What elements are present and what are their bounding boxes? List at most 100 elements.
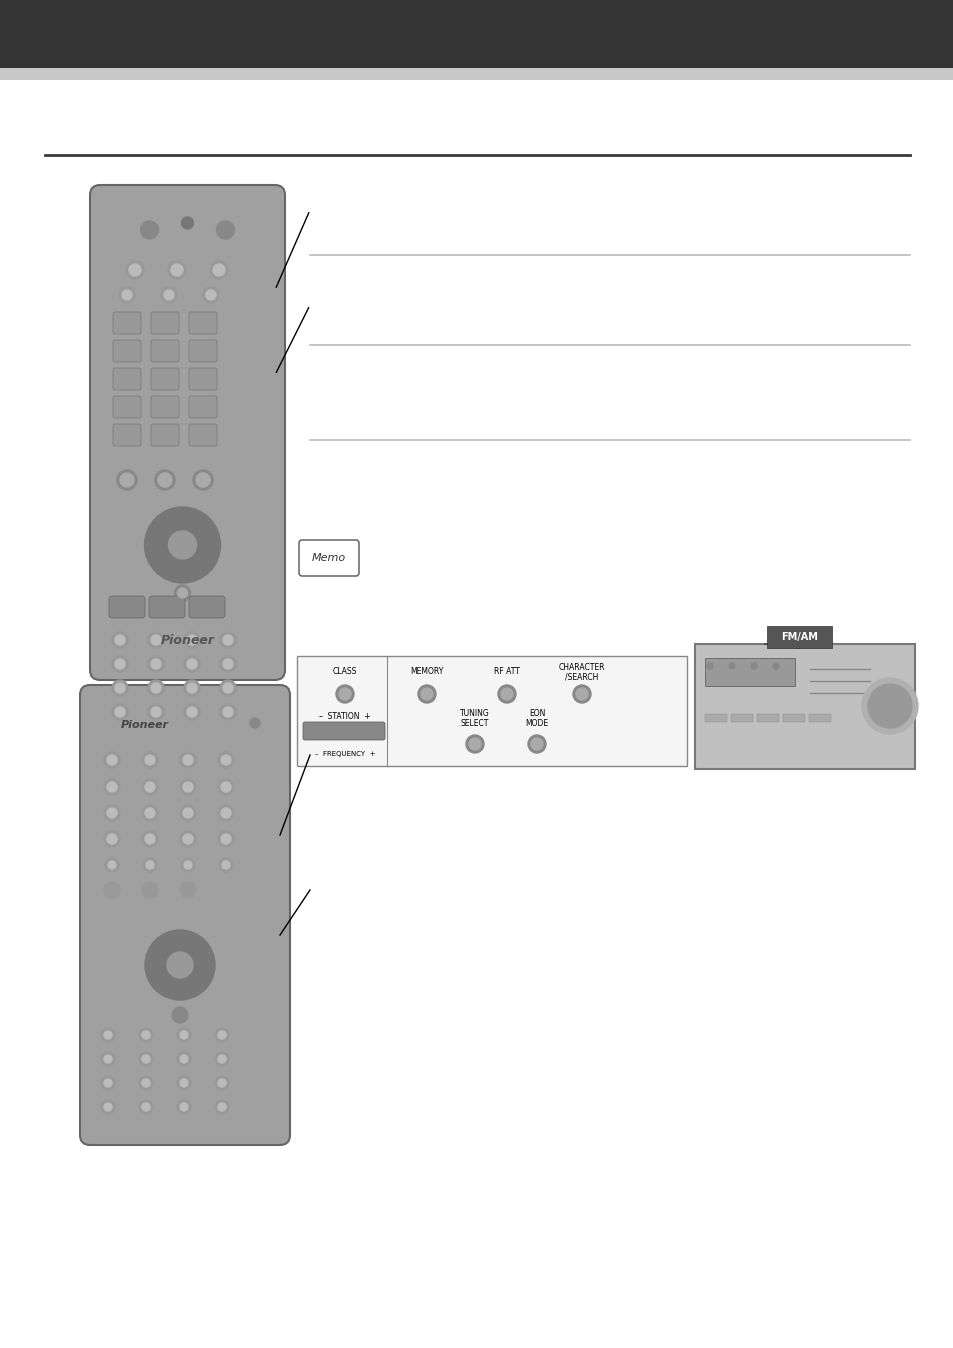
Text: FM/AM: FM/AM — [781, 632, 817, 642]
Text: Pioneer: Pioneer — [121, 720, 169, 731]
Circle shape — [151, 706, 161, 717]
Circle shape — [184, 656, 200, 673]
Circle shape — [112, 656, 128, 673]
Circle shape — [107, 834, 117, 844]
Circle shape — [465, 735, 483, 754]
Circle shape — [146, 861, 153, 869]
Circle shape — [469, 737, 480, 749]
Circle shape — [728, 663, 734, 669]
Circle shape — [105, 857, 119, 872]
FancyBboxPatch shape — [112, 425, 141, 446]
Circle shape — [154, 470, 174, 491]
Circle shape — [101, 1029, 115, 1042]
Circle shape — [142, 1103, 150, 1111]
Text: EON: EON — [528, 709, 544, 718]
Circle shape — [115, 683, 125, 693]
Circle shape — [168, 262, 186, 279]
Circle shape — [223, 706, 233, 717]
Circle shape — [101, 1100, 115, 1113]
Circle shape — [531, 737, 542, 749]
Circle shape — [142, 1078, 150, 1086]
Circle shape — [183, 807, 193, 818]
Circle shape — [180, 1055, 188, 1064]
Circle shape — [500, 687, 513, 700]
Circle shape — [148, 704, 164, 720]
Circle shape — [221, 834, 231, 844]
Circle shape — [218, 805, 233, 821]
Circle shape — [180, 779, 195, 795]
Circle shape — [180, 805, 195, 821]
Circle shape — [183, 834, 193, 844]
Circle shape — [527, 735, 545, 754]
Circle shape — [862, 678, 917, 735]
Bar — [766, 625, 831, 648]
Text: CLASS: CLASS — [333, 667, 356, 675]
Circle shape — [497, 685, 516, 704]
Circle shape — [169, 531, 196, 559]
Circle shape — [172, 1007, 188, 1023]
FancyBboxPatch shape — [151, 340, 179, 363]
Circle shape — [220, 704, 235, 720]
Circle shape — [181, 857, 194, 872]
Circle shape — [750, 663, 757, 669]
Circle shape — [112, 632, 128, 648]
Circle shape — [139, 1029, 152, 1042]
Circle shape — [218, 1055, 226, 1064]
Circle shape — [216, 221, 234, 239]
Circle shape — [112, 704, 128, 720]
Circle shape — [181, 217, 193, 229]
Circle shape — [104, 752, 120, 768]
Circle shape — [158, 473, 172, 487]
Circle shape — [119, 287, 135, 303]
Circle shape — [112, 679, 128, 696]
Bar — [296, 656, 686, 766]
Circle shape — [206, 290, 215, 301]
Text: Pioneer: Pioneer — [160, 634, 214, 647]
Circle shape — [218, 779, 233, 795]
Circle shape — [177, 1029, 191, 1042]
Circle shape — [221, 807, 231, 818]
Circle shape — [177, 1051, 191, 1066]
Circle shape — [184, 632, 200, 648]
Circle shape — [142, 752, 158, 768]
FancyBboxPatch shape — [112, 396, 141, 418]
FancyBboxPatch shape — [90, 185, 285, 679]
Circle shape — [772, 663, 779, 669]
FancyBboxPatch shape — [151, 396, 179, 418]
Circle shape — [218, 830, 233, 847]
Circle shape — [167, 952, 193, 979]
FancyBboxPatch shape — [303, 723, 385, 740]
FancyBboxPatch shape — [112, 340, 141, 363]
Circle shape — [142, 779, 158, 795]
FancyBboxPatch shape — [189, 425, 216, 446]
Circle shape — [221, 782, 231, 793]
Circle shape — [151, 659, 161, 669]
Circle shape — [223, 659, 233, 669]
Circle shape — [180, 1031, 188, 1039]
Circle shape — [177, 588, 188, 599]
Circle shape — [104, 1103, 112, 1111]
FancyBboxPatch shape — [189, 596, 225, 617]
Circle shape — [180, 1078, 188, 1086]
Circle shape — [104, 1078, 112, 1086]
Circle shape — [221, 755, 231, 766]
Circle shape — [120, 473, 133, 487]
Circle shape — [151, 635, 161, 644]
Circle shape — [184, 679, 200, 696]
Bar — [0, 0, 953, 67]
Circle shape — [203, 287, 219, 303]
Bar — [730, 714, 752, 723]
Circle shape — [193, 470, 213, 491]
Circle shape — [140, 221, 158, 239]
Circle shape — [867, 683, 911, 728]
Circle shape — [148, 656, 164, 673]
Circle shape — [218, 1103, 226, 1111]
Circle shape — [187, 706, 196, 717]
Bar — [0, 67, 953, 80]
Circle shape — [143, 857, 157, 872]
Circle shape — [142, 882, 158, 898]
Circle shape — [219, 857, 233, 872]
Text: /SEARCH: /SEARCH — [565, 673, 598, 682]
Circle shape — [183, 782, 193, 793]
Circle shape — [214, 1029, 229, 1042]
